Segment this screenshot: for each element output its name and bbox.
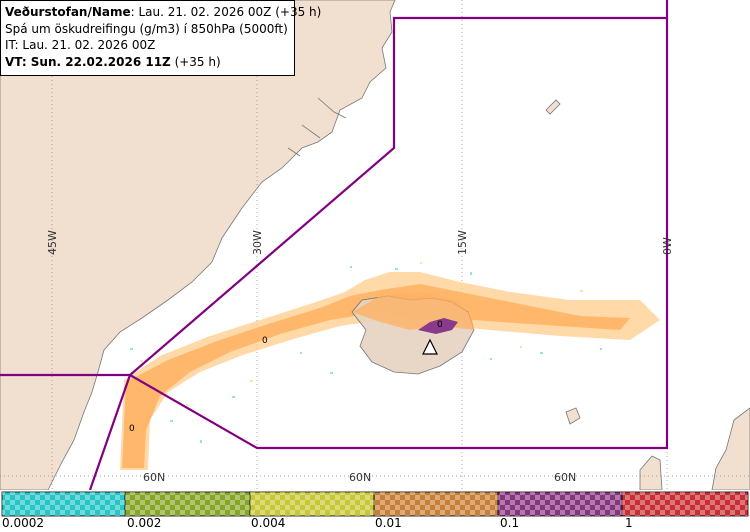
contour-label: 0 [262, 336, 268, 346]
fir-boundary [0, 0, 669, 491]
lon-label-0w: 0W [661, 237, 674, 255]
lon-label-45w: 45W [46, 230, 59, 255]
jan-mayen-land [545, 99, 561, 115]
legend-label-2: 0.004 [251, 516, 286, 530]
ash-high-concentration [418, 318, 458, 334]
legend-label-5: 1 [625, 516, 633, 530]
legend-label-1: 0.002 [127, 516, 162, 530]
lon-label-15w: 15W [456, 230, 469, 255]
legend-label-3: 0.01 [375, 516, 402, 530]
initial-time: IT: Lau. 21. 02. 2026 00Z [5, 38, 156, 52]
ash-plume [120, 262, 660, 470]
lat-label-60n-3: 60N [554, 471, 576, 484]
faroe-land [565, 407, 581, 425]
volcano-marker [422, 338, 438, 355]
legend-label-4: 0.1 [500, 516, 520, 530]
lon-label-30w: 30W [251, 230, 264, 255]
issuer-label: Veðurstofan/Name [5, 5, 131, 19]
legend-colorbar [0, 490, 750, 532]
lat-label-60n-1: 60N [143, 471, 165, 484]
valid-offset: (+35 h) [170, 54, 221, 69]
norway-land [711, 407, 750, 491]
contour-label: 0 [437, 320, 443, 330]
product-description: Spá um öskudreifingu (g/m3) í 850hPa (50… [5, 21, 288, 36]
issue-time: : Lau. 21. 02. 2026 00Z (+35 h) [130, 5, 322, 19]
scotland-land [639, 455, 663, 491]
legend-label-0: 0.0002 [2, 516, 44, 530]
lat-label-60n-2: 60N [349, 471, 371, 484]
forecast-info-box: Veðurstofan/Name: Lau. 21. 02. 2026 00Z … [0, 0, 321, 76]
contour-label: 0 [129, 424, 135, 434]
greenland-land [0, 0, 396, 491]
valid-time: VT: Sun. 22.02.2026 11Z [5, 54, 171, 69]
